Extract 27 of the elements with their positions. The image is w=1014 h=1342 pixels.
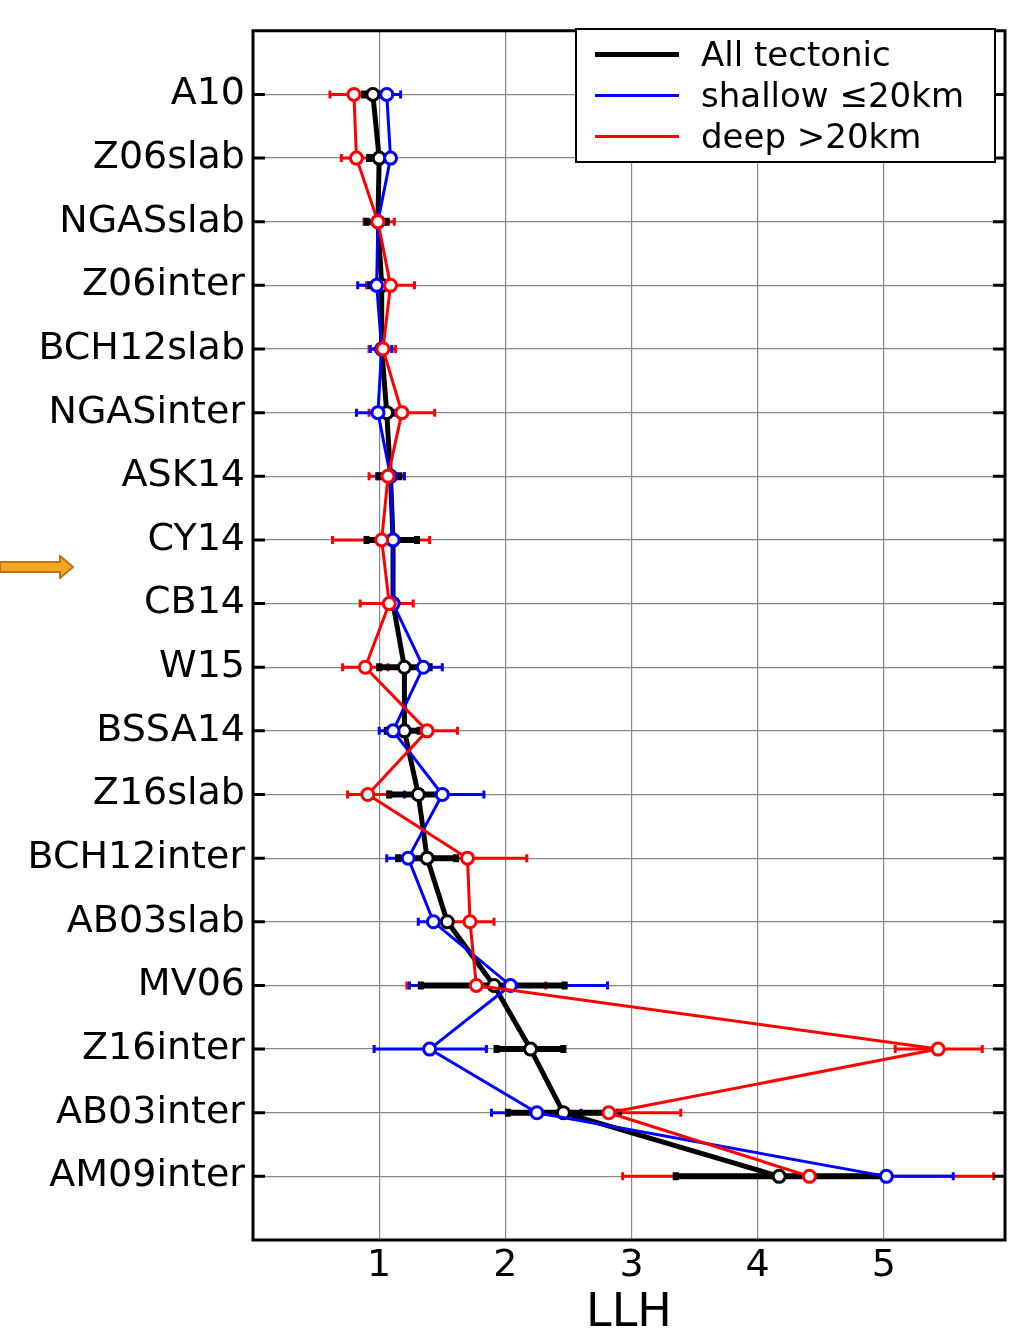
y-tick-label: CY14 [147, 514, 245, 559]
y-tick-label: AB03slab [66, 896, 245, 941]
y-tick-label: Z16slab [92, 769, 245, 814]
y-tick-label: MV06 [137, 960, 245, 1005]
y-tick-label: AB03inter [56, 1087, 246, 1132]
y-tick-label: NGASinter [48, 387, 246, 432]
y-tick-label: Z06slab [92, 132, 245, 177]
y-tick-label: BCH12slab [38, 323, 245, 368]
x-tick-label: 1 [367, 1240, 392, 1285]
y-tick-label: W15 [159, 642, 245, 687]
x-tick-label: 2 [493, 1240, 518, 1285]
legend-label: deep >20km [701, 116, 922, 157]
y-tick-label: Z06inter [82, 260, 246, 305]
y-tick-label: AM09inter [49, 1151, 246, 1196]
x-tick-label: 4 [745, 1240, 770, 1285]
y-tick-label: NGASslab [59, 196, 245, 241]
y-tick-label: CB14 [144, 578, 245, 623]
x-axis-title: LLH [586, 1283, 672, 1338]
y-tick-label: BCH12inter [27, 833, 246, 878]
y-tick-label: A10 [170, 69, 245, 114]
legend-label: All tectonic [701, 34, 891, 75]
x-tick-label: 3 [619, 1240, 644, 1285]
y-tick-label: Z16inter [82, 1023, 246, 1068]
legend-label: shallow ≤20km [701, 75, 964, 116]
y-tick-label: ASK14 [121, 451, 245, 496]
x-tick-label: 5 [871, 1240, 896, 1285]
y-tick-label: BSSA14 [96, 705, 245, 750]
